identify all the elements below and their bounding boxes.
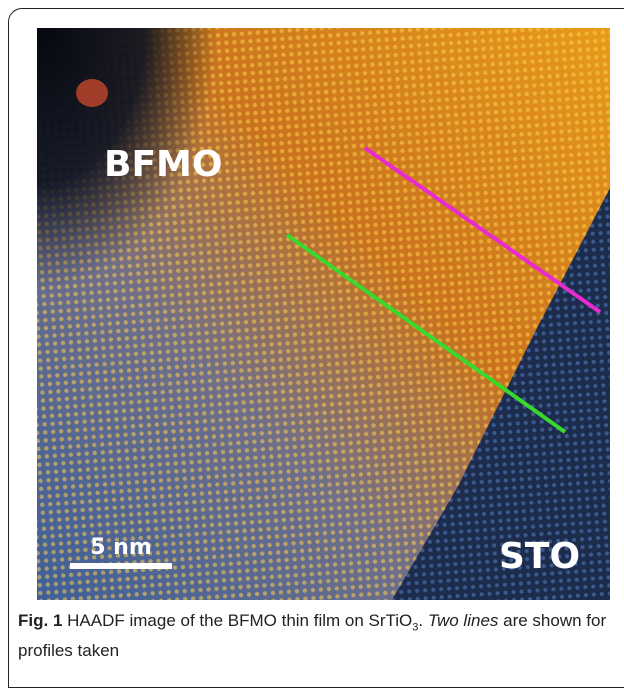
- caption-separator: .: [418, 611, 427, 630]
- caption-text: HAADF image of the BFMO thin film on SrT…: [67, 611, 412, 630]
- scale-bar-label: 5 nm: [90, 535, 152, 560]
- substrate-label: STO: [499, 536, 580, 577]
- caption: Fig. 1 HAADF image of the BFMO thin film…: [18, 609, 618, 663]
- film-label: BFMO: [104, 144, 222, 185]
- surface-feature: [76, 79, 108, 107]
- haadf-image: BFMO STO 5 nm: [37, 28, 610, 600]
- caption-label: Fig. 1: [18, 611, 62, 630]
- scale-bar: [70, 563, 172, 569]
- caption-emphasis: Two lines: [428, 611, 499, 630]
- page: BFMO STO 5 nm Fig. 1 HAADF image of the …: [0, 0, 624, 673]
